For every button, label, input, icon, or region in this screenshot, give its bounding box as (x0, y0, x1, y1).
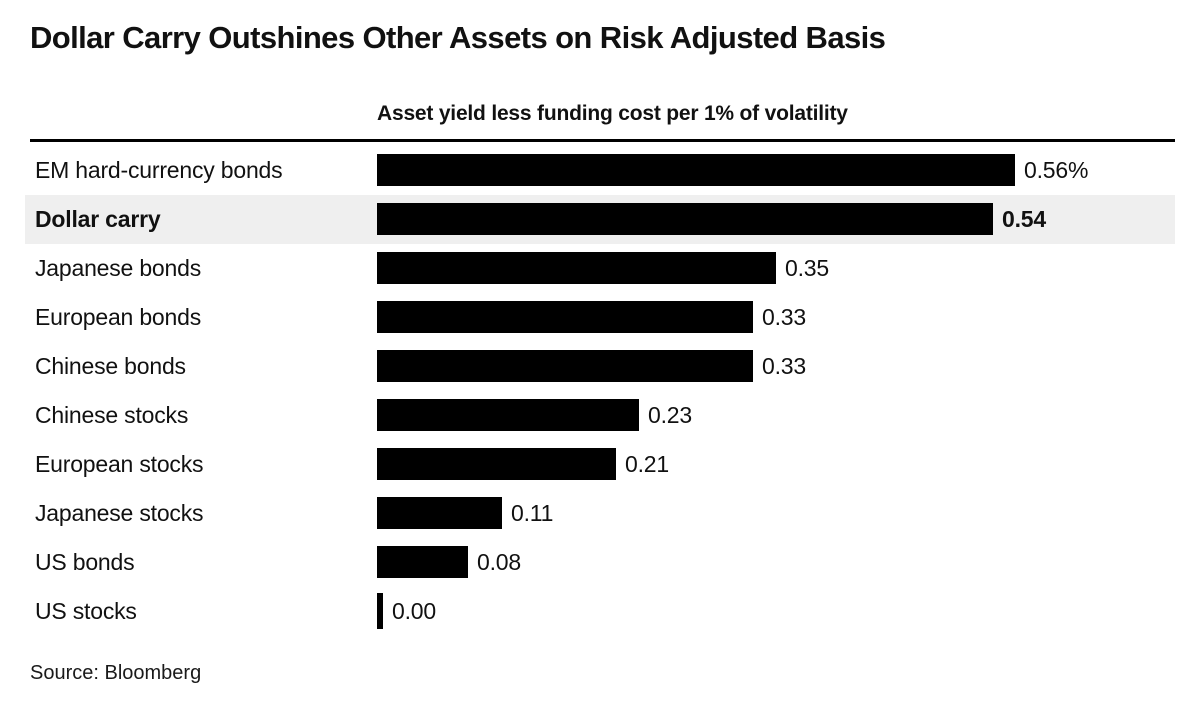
bar (377, 399, 639, 431)
category-label: European bonds (35, 303, 202, 330)
bar (377, 252, 776, 284)
axis-title: Asset yield less funding cost per 1% of … (377, 102, 848, 125)
bar (377, 546, 468, 578)
category-label: European stocks (35, 450, 204, 477)
bar (377, 154, 1015, 186)
source-note: Source: Bloomberg (30, 662, 202, 684)
chart-rows: EM hard-currency bonds 0.56% Dollar carry 0… (0, 146, 1200, 636)
value-label: 0.56% (1024, 156, 1089, 183)
top-rule-divider (30, 139, 1175, 142)
bar (377, 448, 616, 480)
chart-row: European bonds 0.33 (0, 293, 1200, 342)
bar (377, 301, 753, 333)
chart-row: Japanese bonds 0.35 (0, 244, 1200, 293)
value-label: 0.08 (477, 548, 521, 575)
category-label: US bonds (35, 548, 135, 575)
chart-row: US bonds 0.08 (0, 538, 1200, 587)
chart-row: Chinese bonds 0.33 (0, 342, 1200, 391)
category-label: US stocks (35, 597, 137, 624)
chart-row: US stocks 0.00 (0, 587, 1200, 636)
value-label: 0.00 (392, 597, 436, 624)
chart-row: EM hard-currency bonds 0.56% (0, 146, 1200, 195)
chart-row: European stocks 0.21 (0, 440, 1200, 489)
chart-row: Chinese stocks 0.23 (0, 391, 1200, 440)
category-label: EM hard-currency bonds (35, 156, 283, 183)
bar (377, 497, 502, 529)
category-label: Dollar carry (35, 205, 161, 232)
value-label: 0.35 (785, 254, 829, 281)
value-label: 0.54 (1002, 205, 1046, 232)
value-label: 0.21 (625, 450, 669, 477)
bar (377, 350, 753, 382)
chart-title: Dollar Carry Outshines Other Assets on R… (30, 20, 886, 55)
value-label: 0.33 (762, 352, 806, 379)
chart-row: Dollar carry 0.54 (0, 195, 1200, 244)
category-label: Chinese stocks (35, 401, 189, 428)
chart-row: Japanese stocks 0.11 (0, 489, 1200, 538)
value-label: 0.33 (762, 303, 806, 330)
bar (377, 203, 993, 235)
category-label: Chinese bonds (35, 352, 186, 379)
value-label: 0.23 (648, 401, 692, 428)
bar (377, 593, 383, 629)
category-label: Japanese stocks (35, 499, 204, 526)
category-label: Japanese bonds (35, 254, 202, 281)
value-label: 0.11 (511, 499, 554, 526)
